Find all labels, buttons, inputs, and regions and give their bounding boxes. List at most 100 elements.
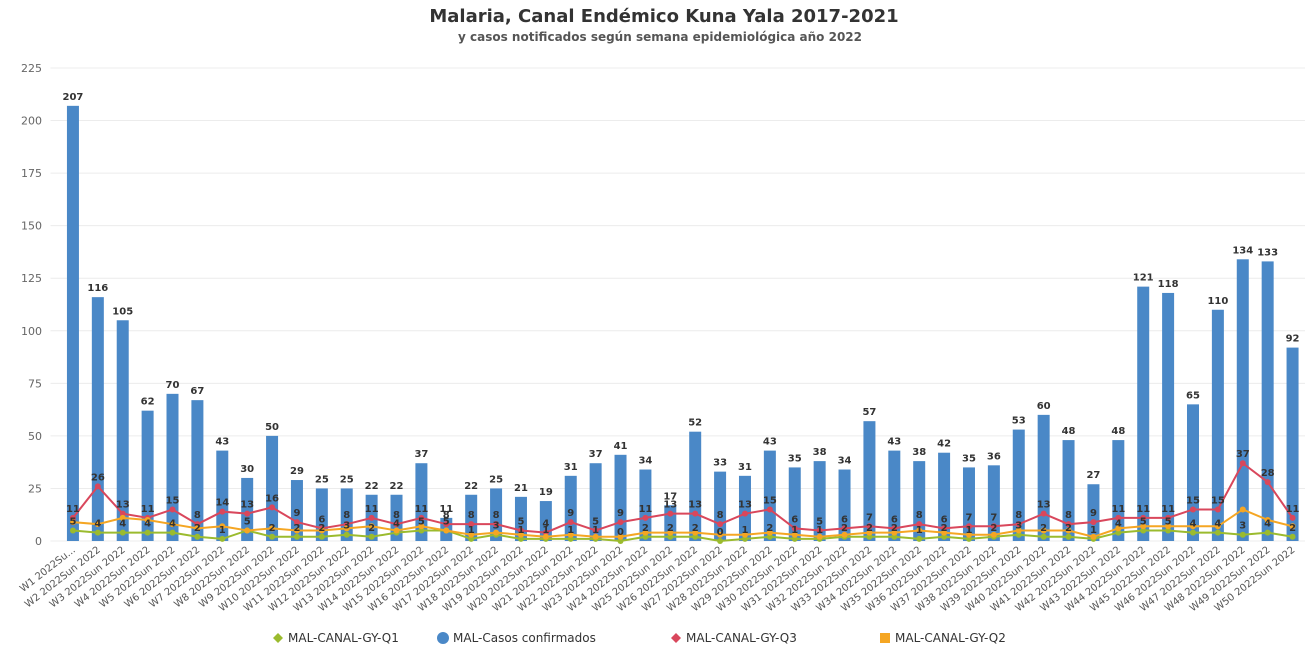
point	[642, 529, 649, 536]
data-label: 15	[763, 495, 777, 506]
data-label: 1	[219, 525, 226, 536]
point	[94, 529, 101, 536]
data-label: 38	[912, 447, 926, 458]
data-label: 2	[692, 523, 699, 534]
point	[94, 521, 101, 528]
line	[72, 529, 1293, 543]
bar	[962, 467, 975, 541]
point	[667, 510, 674, 517]
data-label: 13	[688, 500, 702, 511]
bar	[938, 452, 951, 541]
point	[667, 529, 674, 536]
bar	[116, 320, 129, 541]
point	[617, 519, 624, 526]
data-label: 14	[215, 498, 229, 509]
data-label: 6	[891, 514, 898, 525]
point	[1140, 523, 1147, 530]
point	[1065, 521, 1072, 528]
point	[1040, 527, 1047, 534]
data-label: 19	[539, 487, 553, 498]
bar	[1037, 414, 1050, 541]
data-label: 11	[1111, 504, 1125, 515]
point	[766, 533, 773, 540]
data-label: 52	[688, 418, 702, 429]
point	[866, 523, 873, 530]
point	[567, 531, 574, 538]
data-label: 13	[738, 500, 752, 511]
data-label: 9	[293, 508, 300, 519]
data-label: 42	[937, 439, 951, 450]
point	[617, 538, 624, 544]
y-tick-label: 125	[21, 272, 42, 285]
point	[990, 531, 997, 538]
point	[219, 523, 226, 530]
bar	[987, 465, 1000, 541]
data-label: 4	[1115, 519, 1122, 530]
bar	[91, 297, 104, 541]
data-label: 8	[443, 510, 450, 521]
bar	[166, 393, 179, 541]
data-label: 2	[368, 523, 375, 534]
data-label: 8	[468, 510, 475, 521]
data-label: 11	[1286, 504, 1300, 515]
data-label: 8	[1015, 510, 1022, 521]
point	[741, 510, 748, 517]
point	[592, 527, 599, 534]
data-label: 36	[987, 451, 1001, 462]
data-label: 1	[567, 525, 574, 536]
point	[318, 533, 325, 540]
point	[717, 531, 724, 538]
data-label: 1	[468, 525, 475, 536]
data-label: 5	[1165, 516, 1172, 527]
point	[1165, 523, 1172, 530]
point	[1115, 525, 1122, 532]
data-label: 22	[365, 481, 379, 492]
data-label: 5	[1140, 516, 1147, 527]
data-label: 48	[1062, 426, 1076, 437]
point	[1015, 527, 1022, 534]
data-label: 70	[166, 380, 180, 391]
data-label: 4	[119, 519, 126, 530]
point	[866, 533, 873, 540]
point	[517, 535, 524, 542]
point	[916, 527, 923, 534]
data-label: 11	[414, 504, 428, 515]
legend-swatch	[437, 632, 449, 644]
y-tick-label: 75	[28, 377, 42, 390]
bar	[1261, 261, 1274, 541]
point	[766, 506, 773, 513]
point	[816, 527, 823, 534]
data-label: 41	[614, 441, 628, 452]
point	[891, 529, 898, 536]
data-label: 2	[293, 523, 300, 534]
data-label: 48	[1111, 426, 1125, 437]
bar	[788, 467, 801, 541]
point	[941, 533, 948, 540]
data-label: 60	[1037, 401, 1051, 412]
bar	[191, 400, 204, 541]
data-label: 13	[116, 500, 130, 511]
point	[766, 529, 773, 536]
point	[1189, 506, 1196, 513]
point	[916, 521, 923, 528]
data-label: 5	[418, 516, 425, 527]
data-label: 30	[240, 464, 254, 475]
point	[1040, 533, 1047, 540]
legend-label: MAL-Casos confirmados	[453, 631, 596, 645]
data-label: 21	[514, 483, 528, 494]
data-label: 43	[763, 437, 777, 448]
point	[1189, 529, 1196, 536]
point	[94, 483, 101, 490]
point	[567, 535, 574, 542]
data-label: 2	[1040, 523, 1047, 534]
chart-title: Malaria, Canal Endémico Kuna Yala 2017-2…	[429, 6, 898, 27]
data-label: 4	[1214, 519, 1221, 530]
data-label: 6	[318, 514, 325, 525]
bar	[1087, 484, 1100, 541]
point	[1264, 479, 1271, 486]
legend-swatch	[671, 633, 681, 643]
point	[717, 521, 724, 528]
bar	[141, 410, 154, 541]
point	[1289, 533, 1296, 540]
point	[517, 531, 524, 538]
